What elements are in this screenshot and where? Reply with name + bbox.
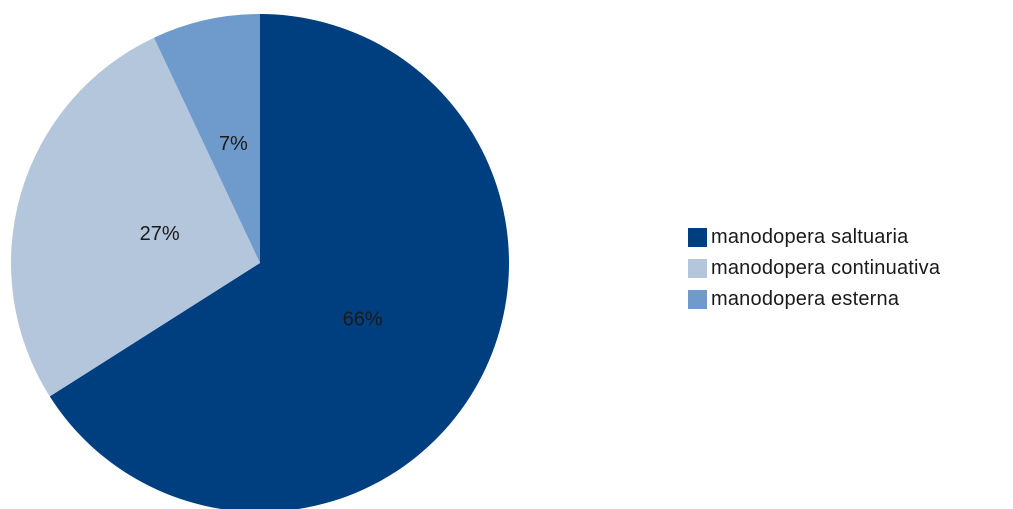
legend-label-saltuaria: manodopera saltuaria: [711, 226, 909, 248]
pie-slice-labels: 66% 27% 7%: [140, 133, 383, 331]
legend-item-esterna: manodopera esterna: [688, 284, 940, 315]
legend-item-saltuaria: manodopera saltuaria: [688, 222, 940, 253]
legend-swatch-continuativa: [688, 259, 707, 278]
legend: manodopera saltuaria manodopera continua…: [688, 222, 940, 315]
legend-item-continuativa: manodopera continuativa: [688, 253, 940, 284]
legend-swatch-saltuaria: [688, 228, 707, 247]
pie-slice-manodopera-continuativa: [10, 37, 261, 397]
slice-label-manodopera-saltuaria: 66%: [343, 308, 383, 330]
legend-label-continuativa: manodopera continuativa: [711, 257, 941, 279]
pie-slice-manodopera-saltuaria: [49, 14, 509, 509]
slice-label-manodopera-continuativa: 27%: [140, 223, 180, 245]
pie-slices: [10, 13, 509, 509]
legend-label-esterna: manodopera esterna: [711, 288, 900, 310]
legend-swatch-esterna: [688, 290, 707, 309]
slice-label-manodopera-esterna: 7%: [219, 133, 248, 155]
pie-slice-manodopera-esterna: [153, 13, 260, 263]
